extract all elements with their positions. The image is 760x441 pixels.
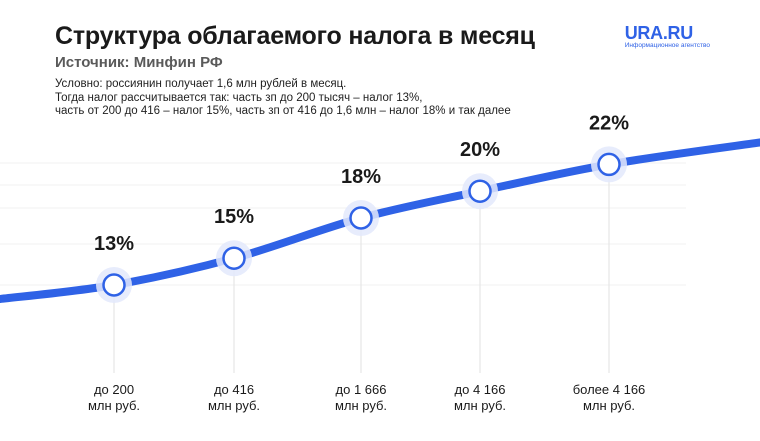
value-label: 13%	[94, 233, 134, 255]
page-title: Структура облагаемого налога в месяц	[55, 22, 535, 50]
value-label: 22%	[589, 112, 629, 134]
note-line: Тогда налог рассчитывается так: часть зп…	[55, 91, 423, 104]
logo-tagline: Информационное агентство	[624, 42, 710, 49]
data-point	[222, 246, 246, 270]
note-line: часть от 200 до 416 – налог 15%, часть з…	[55, 105, 511, 117]
category-label: до 4 166	[455, 382, 506, 397]
category-label: до 1 666	[336, 382, 387, 397]
logo-wordmark: URA.RU	[624, 23, 694, 43]
category-label: млн руб.	[454, 398, 506, 413]
category-label: до 416	[214, 382, 254, 397]
note-line: Условно: россиянин получает 1,6 млн рубл…	[55, 78, 347, 90]
data-point	[349, 206, 373, 230]
category-label: млн руб.	[88, 398, 140, 413]
ura-logo[interactable]: URA.RU Информационное агентство	[625, 24, 710, 50]
explanation-note: Условно: россиянин получает 1,6 млн рубл…	[55, 78, 511, 119]
source-label: Источник: Минфин РФ	[55, 54, 223, 71]
data-point	[597, 152, 621, 177]
data-point	[102, 273, 126, 297]
category-label: млн руб.	[208, 398, 260, 413]
data-point	[468, 179, 492, 203]
category-label: более 4 166	[573, 382, 646, 397]
value-label: 20%	[460, 139, 500, 161]
value-label: 18%	[341, 166, 381, 188]
category-label: до 200	[94, 382, 134, 397]
category-label: млн руб.	[335, 398, 387, 413]
value-label: 15%	[214, 206, 254, 228]
category-label: млн руб.	[583, 398, 635, 413]
